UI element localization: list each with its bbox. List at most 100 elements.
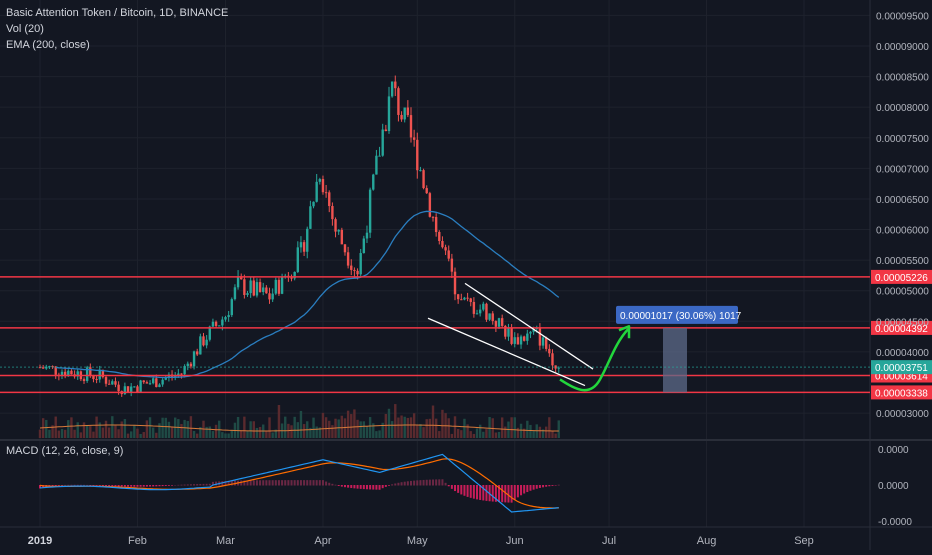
candle-body <box>390 81 394 97</box>
volume-bar <box>249 421 252 438</box>
candle-body <box>475 313 479 315</box>
volume-bar <box>466 424 469 438</box>
macd-histogram-bar <box>321 480 324 486</box>
volume-bar <box>500 417 504 438</box>
volume-bar <box>541 429 545 438</box>
macd-histogram-bar <box>532 485 535 490</box>
macd-histogram-bar <box>199 483 202 486</box>
candle-body <box>472 301 476 314</box>
volume-bar <box>312 417 315 438</box>
volume-bar <box>268 417 271 438</box>
macd-histogram-bar <box>174 484 177 486</box>
candle-body <box>491 313 494 322</box>
macd-histogram-bar <box>152 485 155 487</box>
volume-bar <box>551 430 554 438</box>
candle-body <box>274 279 278 294</box>
macd-histogram-bar <box>551 485 554 486</box>
price-tick-label: 0.00008000 <box>876 103 929 114</box>
macd-histogram-bar <box>177 484 180 486</box>
macd-histogram-bar <box>224 481 227 486</box>
time-tick-label: Feb <box>128 535 147 547</box>
volume-bar <box>114 425 117 438</box>
level-price-badge <box>871 385 932 400</box>
macd-histogram-bar <box>403 481 406 486</box>
candle-body <box>469 298 472 302</box>
candle-body <box>548 348 551 354</box>
price-tick-label: 0.00009000 <box>876 42 929 53</box>
volume-bar <box>488 416 491 438</box>
candle-body <box>334 219 337 232</box>
volume-bar <box>548 417 551 438</box>
volume-bar <box>441 409 444 438</box>
time-tick-label: Jun <box>506 535 524 547</box>
candle-body <box>224 317 227 320</box>
macd-signal-line <box>39 458 559 509</box>
volume-bar <box>384 413 388 438</box>
macd-histogram-bar <box>186 484 189 486</box>
macd-histogram-bar <box>516 485 519 498</box>
macd-histogram-bar <box>167 485 170 486</box>
macd-histogram-bar <box>208 483 211 486</box>
candle-body <box>529 331 532 334</box>
volume-bar <box>368 417 372 438</box>
candle-body <box>271 293 274 300</box>
candles-group <box>38 75 560 397</box>
candle-body <box>89 367 92 376</box>
volume-bar <box>356 419 359 438</box>
volume-bar <box>214 424 218 438</box>
candle-body <box>192 351 196 367</box>
volume-bar <box>76 422 79 438</box>
volume-bar <box>271 432 274 438</box>
volume-bar <box>400 415 403 438</box>
candle-body <box>384 129 388 132</box>
time-tick-label: 2019 <box>28 535 52 547</box>
volume-bar <box>139 433 142 438</box>
macd-histogram-bar <box>86 484 89 486</box>
macd-histogram-bar <box>180 484 183 486</box>
price-tick-label: 0.00005000 <box>876 287 929 298</box>
macd-histogram-bar <box>513 485 516 500</box>
candle-body <box>544 337 548 349</box>
candle-body <box>381 129 384 156</box>
macd-histogram-bar <box>252 480 255 486</box>
candle-body <box>375 155 378 175</box>
macd-histogram-bar <box>529 485 532 491</box>
candle-body <box>353 269 356 271</box>
candle-body <box>205 339 208 346</box>
candle-body <box>243 279 246 295</box>
candle-body <box>328 192 331 207</box>
legend-vol: Vol (20) <box>6 23 44 35</box>
volume-bar <box>412 413 416 438</box>
macd-histogram-bar <box>375 485 378 490</box>
candle-body <box>409 115 413 138</box>
macd-histogram-bar <box>457 485 460 493</box>
volume-bar <box>120 421 123 438</box>
macd-histogram-bar <box>240 480 243 486</box>
volume-bar <box>372 423 375 438</box>
candle-body <box>365 232 369 239</box>
candle-body <box>265 287 268 294</box>
volume-bar <box>133 425 136 438</box>
candle-body <box>516 337 520 345</box>
candle-body <box>362 238 366 254</box>
macd-histogram-bar <box>211 481 214 486</box>
price-tick-label: 0.00009500 <box>876 11 929 22</box>
volume-bar <box>324 417 328 438</box>
volume-bar <box>538 426 542 438</box>
macd-histogram-bar <box>409 480 412 486</box>
volume-bar <box>211 431 215 438</box>
macd-line <box>39 453 559 513</box>
candle-body <box>497 318 501 327</box>
candle-body <box>183 366 186 375</box>
macd-histogram-bar <box>54 485 57 487</box>
volume-bar <box>196 433 199 438</box>
volume-bar <box>362 421 366 438</box>
macd-histogram-bar <box>441 479 444 486</box>
macd-histogram-bar <box>432 479 435 486</box>
time-tick-label: Sep <box>794 535 814 547</box>
candle-body <box>240 276 243 280</box>
candle-body <box>262 287 265 292</box>
volume-bar <box>475 428 479 438</box>
macd-histogram-bar <box>340 485 343 487</box>
